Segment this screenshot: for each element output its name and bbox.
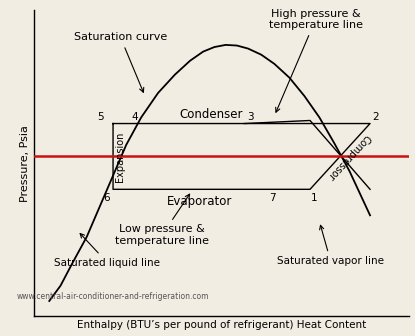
Text: 2: 2 [373,113,379,122]
Text: Compressor: Compressor [325,132,372,181]
Text: Evaporator: Evaporator [167,195,232,208]
Text: www.central-air-conditioner-and-refrigeration.com: www.central-air-conditioner-and-refriger… [17,292,209,301]
Text: Low pressure &
temperature line: Low pressure & temperature line [115,194,209,246]
Text: 7: 7 [269,194,276,204]
Text: High pressure &
temperature line: High pressure & temperature line [269,9,363,112]
Y-axis label: Pressure, Psia: Pressure, Psia [20,125,30,202]
Text: Saturation curve: Saturation curve [74,33,167,92]
Text: 6: 6 [104,194,110,204]
Text: Expansion: Expansion [115,131,125,182]
Text: 3: 3 [247,113,254,122]
Text: Saturated liquid line: Saturated liquid line [54,234,161,268]
Text: 5: 5 [98,113,104,122]
Text: 1: 1 [310,194,317,204]
Text: Saturated vapor line: Saturated vapor line [277,225,384,266]
Text: 4: 4 [132,113,139,122]
Text: Condenser: Condenser [180,109,243,122]
X-axis label: Enthalpy (BTU’s per pound of refrigerant) Heat Content: Enthalpy (BTU’s per pound of refrigerant… [77,321,366,330]
